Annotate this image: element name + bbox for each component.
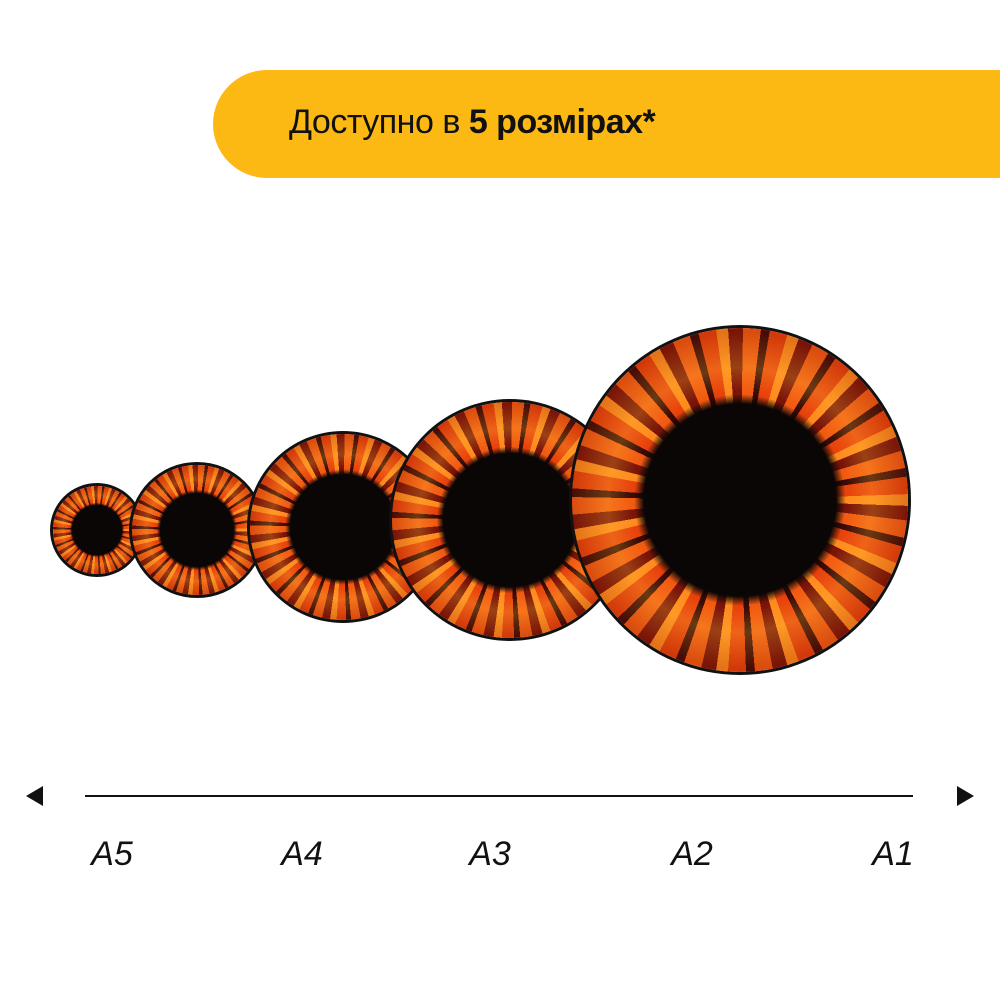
size-label-a2: A2: [671, 835, 713, 873]
arrow-right-icon: [957, 786, 974, 806]
banner: Доступно в 5 розмірах*: [213, 70, 1000, 178]
plate-a5-image: [53, 486, 141, 574]
banner-text-bold: 5 розмірах*: [468, 103, 656, 141]
plate-a1-image: [572, 328, 908, 672]
plate-a4-image: [132, 465, 262, 595]
size-label-a4: A4: [281, 835, 323, 873]
banner-text: Доступно в 5 розмірах*: [289, 103, 656, 142]
size-label-a5: A5: [91, 835, 133, 873]
size-axis-line: [85, 795, 913, 797]
arrow-left-icon: [26, 786, 43, 806]
size-label-a1: A1: [872, 835, 914, 873]
banner-text-prefix: Доступно в: [289, 103, 469, 141]
size-label-a3: A3: [469, 835, 511, 873]
